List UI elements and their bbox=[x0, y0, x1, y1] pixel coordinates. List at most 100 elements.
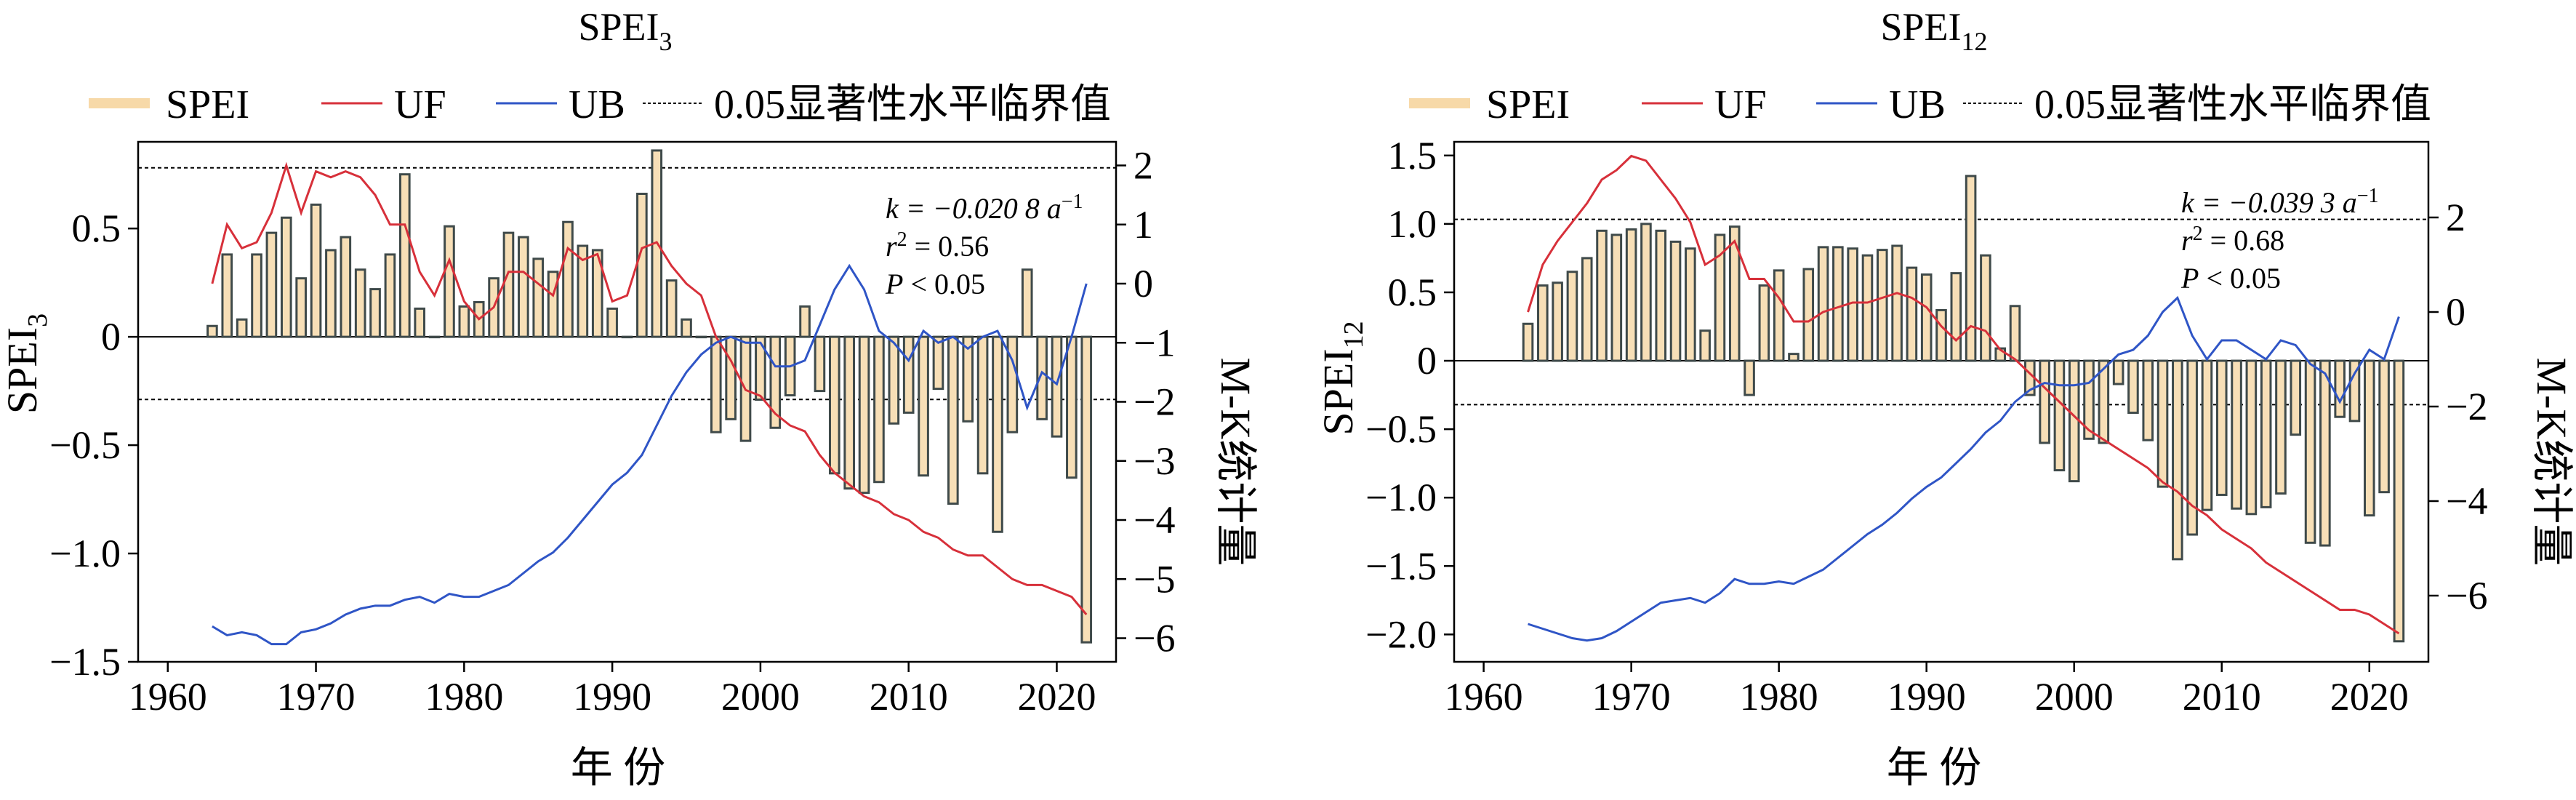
spei-bar bbox=[1080, 335, 1093, 644]
spei-bar bbox=[725, 335, 737, 420]
legend: SPEI UF UB 0.05显著性水平临界值 bbox=[1409, 82, 2431, 127]
spei-bar bbox=[1640, 223, 1652, 362]
spei-bar bbox=[2393, 359, 2405, 643]
spei-bar bbox=[2378, 359, 2390, 494]
spei-bar bbox=[2275, 359, 2287, 495]
spei-bar bbox=[340, 236, 352, 338]
spei-bar bbox=[1066, 335, 1078, 479]
spei-bar bbox=[414, 307, 426, 338]
y-tick-label: 0.5 bbox=[1388, 271, 1437, 314]
spei-bar bbox=[858, 335, 870, 495]
legend-critical-label: 0.05显著性水平临界值 bbox=[714, 82, 1111, 127]
spei-bar bbox=[681, 318, 692, 338]
y2-tick-label: −2 bbox=[1133, 380, 1175, 424]
spei-bar bbox=[369, 288, 381, 338]
spei-bar bbox=[1920, 273, 1933, 362]
spei-bar bbox=[2156, 359, 2169, 488]
x-tick-label: 2010 bbox=[870, 675, 948, 719]
spei-bar bbox=[2053, 359, 2066, 472]
spei-bar bbox=[1522, 322, 1534, 362]
spei-bar bbox=[2245, 359, 2258, 516]
x-tick-label: 1990 bbox=[573, 675, 651, 719]
spei-bar bbox=[2363, 359, 2375, 517]
spei-bar bbox=[2039, 359, 2050, 444]
chart-title: SPEI3 bbox=[578, 5, 672, 56]
spei-bar bbox=[1906, 266, 1918, 362]
spei-bar bbox=[2215, 359, 2228, 496]
y2-tick-label: 0 bbox=[1133, 262, 1153, 305]
spei-bar bbox=[606, 307, 618, 338]
y2-tick-label: −1 bbox=[1133, 321, 1175, 364]
y-axis-label: SPEI12 bbox=[1315, 321, 1369, 435]
spei-bar bbox=[873, 335, 885, 484]
ub-line bbox=[212, 263, 1088, 646]
x-tick-label: 2020 bbox=[2330, 675, 2409, 719]
svg-text:k = −0.020 8 a−1: k = −0.020 8 a−1 bbox=[886, 191, 1083, 225]
spei-bar bbox=[518, 236, 529, 338]
plot-frame bbox=[1453, 140, 2430, 663]
spei-bar bbox=[918, 335, 929, 477]
spei-bar bbox=[1802, 268, 1815, 362]
spei-bar bbox=[2260, 359, 2272, 508]
x-tick-label: 2010 bbox=[2183, 675, 2261, 719]
spei-bar bbox=[2304, 359, 2316, 544]
spei-bar bbox=[310, 203, 322, 338]
spei-bar bbox=[1596, 229, 1608, 362]
spei-bar bbox=[888, 335, 900, 425]
y2-tick-label: −5 bbox=[1133, 557, 1175, 601]
y-tick-label: −1.5 bbox=[1365, 544, 1437, 588]
spei-bar bbox=[1552, 281, 1563, 362]
spei-bar bbox=[976, 335, 989, 475]
spei-bar bbox=[1832, 246, 1844, 362]
spei-bar bbox=[710, 335, 722, 433]
panel-spei12: SPEI12 SPEI UF UB 0.05显著性水平临界值 1960 1970 1… bbox=[1315, 5, 2575, 791]
spei-bar bbox=[1655, 229, 1667, 362]
chart-title: SPEI12 bbox=[1880, 5, 1987, 56]
spei-bar bbox=[947, 335, 959, 505]
spei-bar bbox=[1021, 268, 1033, 338]
x-axis-label: 年 份 bbox=[571, 744, 666, 791]
y-tick-label: 0.5 bbox=[72, 207, 121, 250]
spei-bar bbox=[1876, 249, 1888, 362]
legend-ub-label: UB bbox=[569, 82, 625, 127]
spei-bar bbox=[2231, 359, 2242, 510]
x-tick-label: 2000 bbox=[2035, 675, 2114, 719]
spei-bar bbox=[1051, 335, 1063, 438]
stats-annotation: k = −0.020 8 a−1 r2 = 0.56 P < 0.05 bbox=[885, 191, 1083, 300]
spei-bar bbox=[562, 220, 574, 338]
spei-bar bbox=[280, 216, 292, 338]
spei-bar bbox=[1625, 228, 1637, 362]
panel-spei3: SPEI3 SPEI UF UB 0.05显著性水平临界值 1960 1970 19… bbox=[0, 5, 1259, 791]
y2-tick-label: −4 bbox=[2446, 479, 2487, 523]
spei-bar bbox=[1036, 335, 1048, 420]
spei-bar bbox=[384, 253, 396, 338]
spei-bar bbox=[1581, 257, 1593, 362]
spei-bar bbox=[2201, 359, 2213, 511]
spei-bar bbox=[532, 257, 545, 338]
svg-text:r2 = 0.56: r2 = 0.56 bbox=[886, 228, 989, 263]
ub-line bbox=[1528, 295, 2400, 642]
spei-bar bbox=[1891, 244, 1903, 362]
spei-bar bbox=[1728, 225, 1741, 362]
spei-bar bbox=[1669, 240, 1682, 362]
spei-bar bbox=[1699, 329, 1711, 362]
svg-text:P < 0.05: P < 0.05 bbox=[2180, 262, 2281, 295]
plot-area-spei12: 1960 1970 1980 1990 2000 2010 2020 1.5 1.0 0.5 0 −0… bbox=[1365, 134, 2487, 719]
plot-area-spei3: 1960 1970 1980 1990 2000 2010 2020 0.5 0 −0.5 −1.0… bbox=[49, 140, 1175, 719]
legend-uf-label: UF bbox=[394, 82, 446, 127]
spei-bar bbox=[1006, 335, 1019, 433]
spei-bar bbox=[1744, 359, 1755, 396]
spei-bar bbox=[236, 318, 248, 338]
spei-bar bbox=[1685, 247, 1696, 362]
x-tick-label: 1960 bbox=[1445, 675, 1523, 719]
svg-text:P < 0.05: P < 0.05 bbox=[885, 268, 985, 300]
spei-bar bbox=[577, 244, 589, 338]
y-tick-label: 0 bbox=[1417, 339, 1437, 383]
uf-line bbox=[211, 161, 1088, 615]
y2-axis-label: M-K统计量 bbox=[1212, 358, 1259, 567]
spei-bar bbox=[828, 335, 840, 475]
svg-text:r2 = 0.68: r2 = 0.68 bbox=[2181, 223, 2284, 257]
y2-tick-label: −6 bbox=[2446, 574, 2487, 617]
spei-bar bbox=[1935, 308, 1947, 362]
spei-bar bbox=[769, 335, 782, 429]
